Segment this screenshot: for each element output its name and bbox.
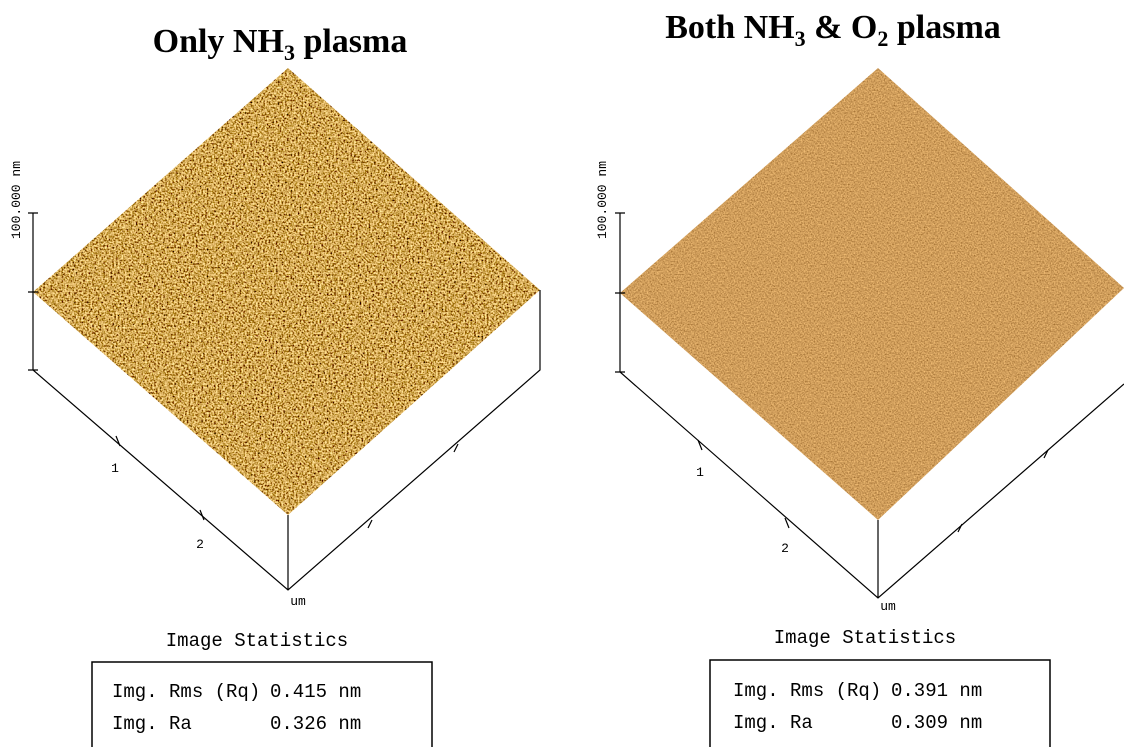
z-label: 100.000 nm	[9, 161, 24, 239]
stat-label: Img. Ra	[733, 712, 813, 734]
stat-value: 0.326 nm	[270, 713, 361, 735]
afm-surface	[620, 68, 1124, 520]
unit-label: um	[880, 599, 896, 614]
z-label: 100.000 nm	[595, 161, 610, 239]
panel-left: Only NH3 plasma 100.000 nm 1 2 um Image …	[9, 23, 540, 747]
x-tick-label: 2	[196, 537, 204, 552]
stats-title: Image Statistics	[166, 630, 348, 652]
stat-value: 0.309 nm	[891, 712, 982, 734]
stat-value: 0.391 nm	[891, 680, 982, 702]
afm-surface	[33, 68, 540, 515]
panel-right: Both NH3 & O2 plasma 100.000 nm 1 2 um I…	[595, 9, 1124, 747]
stats-title: Image Statistics	[774, 627, 956, 649]
stat-label: Img. Rms (Rq)	[733, 680, 881, 702]
stat-label: Img. Rms (Rq)	[112, 681, 260, 703]
stat-value: 0.415 nm	[270, 681, 361, 703]
x-tick-label: 2	[781, 541, 789, 556]
stat-label: Img. Ra	[112, 713, 192, 735]
unit-label: um	[290, 594, 306, 609]
figure: Only NH3 plasma 100.000 nm 1 2 um Image …	[0, 0, 1124, 747]
panel-title: Only NH3 plasma	[153, 23, 408, 65]
panel-title: Both NH3 & O2 plasma	[665, 9, 1001, 51]
x-tick-label: 1	[696, 465, 704, 480]
x-tick-label: 1	[111, 461, 119, 476]
